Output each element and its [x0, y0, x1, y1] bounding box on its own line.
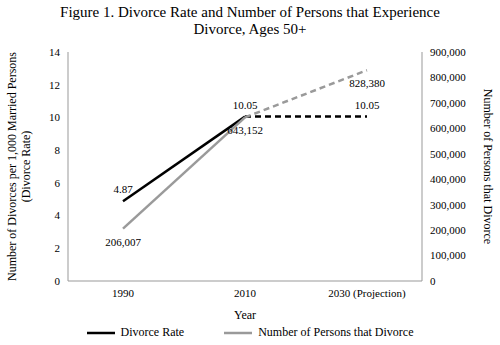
svg-text:10.05: 10.05 [233, 99, 258, 111]
svg-text:Year: Year [234, 308, 256, 322]
svg-text:828,380: 828,380 [349, 77, 385, 89]
svg-text:600,000: 600,000 [430, 122, 466, 134]
svg-text:10: 10 [49, 111, 61, 123]
svg-text:2: 2 [55, 242, 61, 254]
svg-text:0: 0 [430, 275, 436, 287]
svg-text:200,000: 200,000 [430, 224, 466, 236]
svg-text:800,000: 800,000 [430, 71, 466, 83]
svg-text:700,000: 700,000 [430, 97, 466, 109]
svg-text:400,000: 400,000 [430, 173, 466, 185]
html-text:Number of Persons that Divorce: Number of Persons that Divorce [258, 325, 414, 339]
svg-text:900,000: 900,000 [430, 46, 466, 58]
svg-text:206,007: 206,007 [105, 236, 141, 248]
svg-text:14: 14 [49, 46, 61, 58]
svg-text:8: 8 [55, 144, 61, 156]
svg-text:300,000: 300,000 [430, 199, 466, 211]
svg-text:Number of Persons that Divorce: Number of Persons that Divorce [481, 89, 492, 244]
svg-text:643,152: 643,152 [227, 124, 263, 136]
svg-text:2010: 2010 [234, 287, 257, 299]
svg-text:2030 (Projection): 2030 (Projection) [328, 287, 406, 300]
html-text:Figure 1. Divorce Rate and Num: Figure 1. Divorce Rate and Number of Per… [60, 4, 440, 37]
svg-text:500,000: 500,000 [430, 148, 466, 160]
svg-text:4: 4 [55, 209, 61, 221]
svg-text:Number of Divorces per 1,000 M: Number of Divorces per 1,000 Married Per… [8, 52, 33, 281]
svg-text:12: 12 [49, 79, 60, 91]
html-text:Divorce Rate: Divorce Rate [120, 325, 185, 339]
svg-text:1990: 1990 [112, 287, 135, 299]
svg-text:100,000: 100,000 [430, 249, 466, 261]
svg-text:4.87: 4.87 [113, 183, 133, 195]
svg-text:0: 0 [55, 275, 61, 287]
svg-text:6: 6 [55, 177, 61, 189]
svg-text:10.05: 10.05 [355, 99, 380, 111]
